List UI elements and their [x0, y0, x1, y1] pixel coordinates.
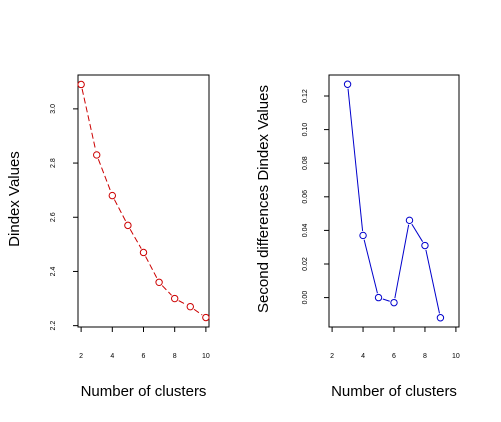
series-line-segment — [161, 285, 172, 296]
data-point — [170, 294, 179, 303]
data-point — [186, 302, 194, 311]
data-point — [436, 314, 445, 322]
y-tick-label: 0.08 — [302, 156, 309, 170]
data-point — [359, 231, 367, 240]
y-tick-label: 2.6 — [50, 212, 57, 222]
series-line-segment — [97, 158, 112, 192]
x-tick-label: 4 — [361, 353, 365, 360]
series-line-segment — [145, 256, 158, 279]
x-tick-label: 10 — [452, 353, 460, 360]
x-tick-label: 10 — [202, 353, 210, 360]
x-axis-title: Number of clusters — [81, 383, 207, 400]
y-tick-label: 0.10 — [302, 123, 309, 137]
data-point — [421, 241, 429, 250]
series-line-segment — [382, 298, 390, 302]
y-tick-label: 0.06 — [302, 190, 309, 204]
data-point — [405, 216, 414, 225]
data-point — [108, 191, 117, 200]
series-line-segment — [425, 249, 440, 314]
y-tick-label: 2.8 — [50, 158, 57, 168]
series-line-segment — [178, 300, 187, 306]
y-tick-label: 0.00 — [302, 291, 309, 305]
chart-panel-2: 2 4 6 8 10 0.00 0.02 0.04 0.06 0.08 0.10 0.12 Number… — [255, 74, 460, 400]
x-tick-label: 8 — [173, 353, 177, 360]
y-tick-label: 3.0 — [50, 104, 57, 114]
data-point — [77, 80, 85, 89]
series-line-segment — [129, 229, 142, 249]
x-tick-label: 6 — [392, 353, 396, 360]
series-line-segment — [394, 224, 410, 299]
series-line-segment — [347, 88, 364, 232]
series-line-segment — [81, 88, 97, 151]
y-tick-label: 2.2 — [50, 321, 57, 331]
series-line-segment — [193, 308, 203, 316]
y-axis-title: Dindex Values — [6, 151, 23, 247]
y-tick-label: 0.02 — [302, 257, 309, 271]
x-tick-label: 2 — [330, 353, 334, 360]
y-axis-title: Second differences Dindex Values — [255, 85, 272, 313]
plot-frame — [328, 74, 460, 328]
data-point — [343, 80, 352, 88]
data-point — [93, 151, 101, 159]
data-point — [139, 248, 148, 257]
plot-frame — [77, 74, 210, 328]
data-point — [155, 278, 163, 286]
x-tick-label: 4 — [110, 353, 114, 360]
y-tick-label: 0.04 — [302, 223, 309, 237]
x-tick-label: 2 — [79, 353, 83, 360]
y-tick-label: 2.4 — [50, 266, 57, 276]
series-line-segment — [363, 239, 378, 294]
x-axis-title: Number of clusters — [331, 383, 457, 400]
y-tick-label: 0.12 — [302, 89, 309, 103]
x-tick-label: 6 — [142, 353, 146, 360]
data-point — [374, 293, 383, 302]
chart-panel-1: 2 4 6 8 10 2.2 2.4 2.6 2.8 3.0 Number of clusters D… — [6, 74, 210, 400]
x-tick-label: 8 — [423, 353, 427, 360]
data-point — [202, 313, 210, 322]
data-point — [390, 298, 398, 307]
data-point — [124, 221, 132, 230]
series-line-segment — [113, 199, 127, 222]
series-line-segment — [411, 223, 424, 242]
